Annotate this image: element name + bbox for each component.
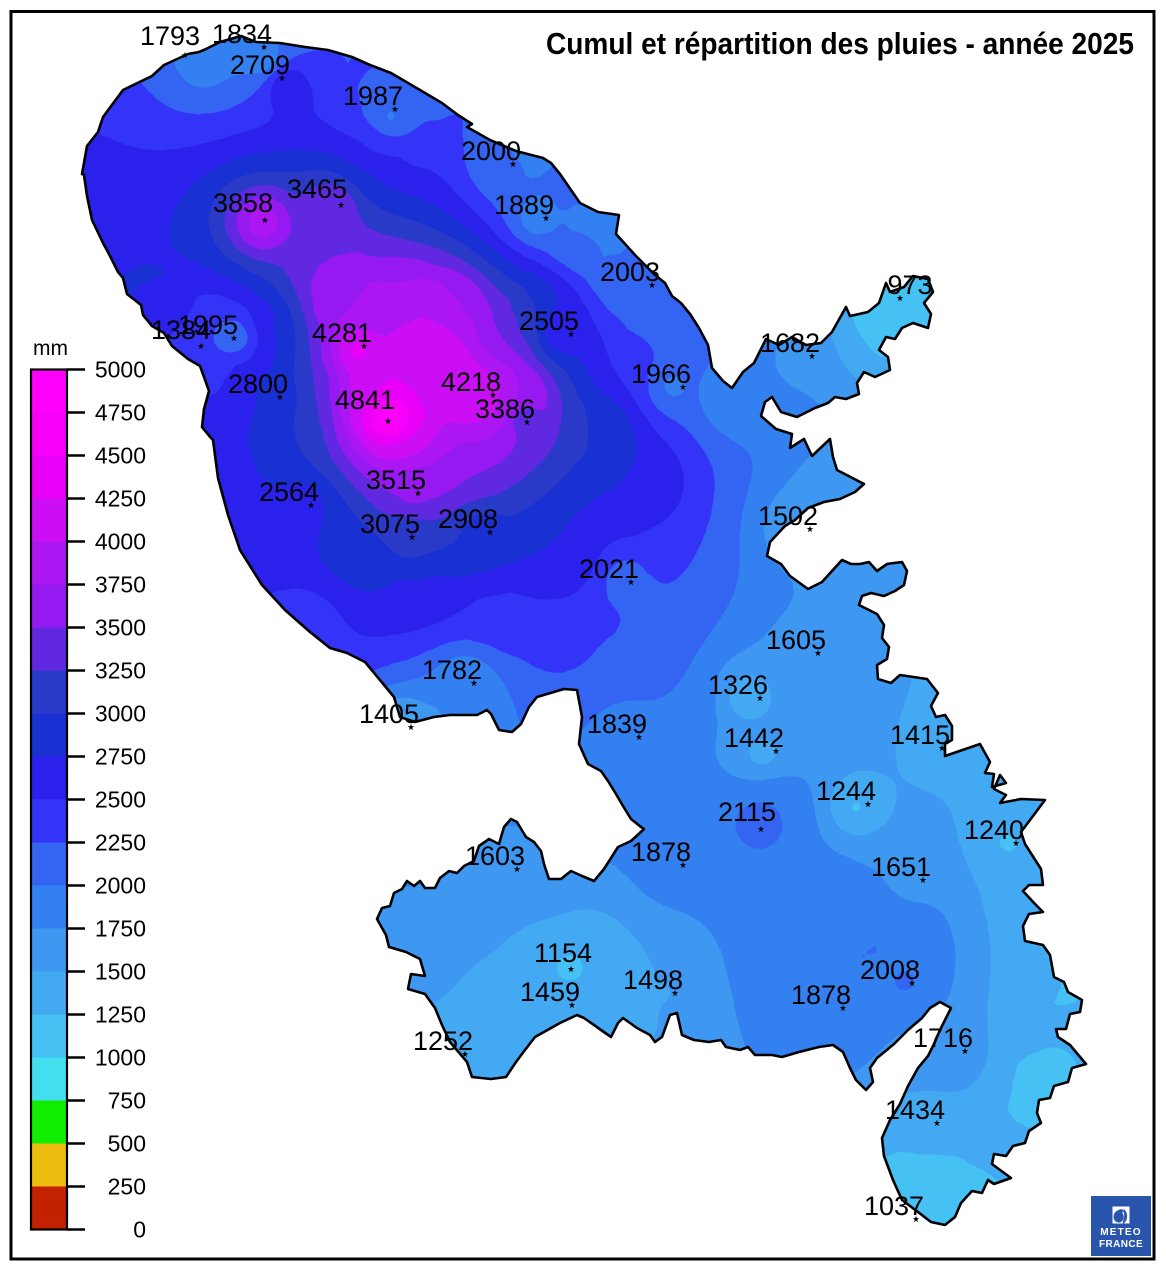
svg-text:4750: 4750 [95, 400, 146, 426]
svg-text:4250: 4250 [95, 486, 146, 512]
svg-text:2750: 2750 [95, 744, 146, 770]
svg-text:1834: 1834 [212, 19, 272, 49]
svg-text:1240: 1240 [964, 815, 1024, 845]
svg-text:2800: 2800 [228, 369, 288, 399]
svg-text:2115: 2115 [718, 797, 776, 827]
svg-text:2003: 2003 [600, 257, 660, 287]
svg-text:METEO: METEO [1100, 1227, 1142, 1238]
svg-text:4500: 4500 [95, 443, 146, 469]
svg-text:1987: 1987 [343, 81, 403, 111]
svg-text:1000: 1000 [95, 1045, 146, 1071]
svg-text:2000: 2000 [461, 136, 521, 166]
svg-text:0: 0 [133, 1217, 146, 1243]
svg-text:3250: 3250 [95, 658, 146, 684]
svg-text:Cumul et répartition des pluie: Cumul et répartition des pluies - année … [546, 26, 1134, 61]
svg-text:1154: 1154 [534, 938, 592, 968]
svg-text:2908: 2908 [438, 504, 498, 534]
svg-text:FRANCE: FRANCE [1099, 1239, 1143, 1250]
svg-text:1498: 1498 [623, 965, 683, 995]
svg-text:1839: 1839 [587, 709, 647, 739]
svg-text:1966: 1966 [631, 359, 691, 389]
svg-text:2505: 2505 [519, 306, 579, 336]
svg-text:500: 500 [108, 1131, 146, 1157]
svg-text:2250: 2250 [95, 830, 146, 856]
svg-text:3000: 3000 [95, 701, 146, 727]
svg-text:1037: 1037 [864, 1191, 924, 1221]
svg-text:1384: 1384 [151, 315, 211, 345]
svg-text:2500: 2500 [95, 787, 146, 813]
svg-text:3465: 3465 [287, 174, 347, 204]
svg-text:1603: 1603 [465, 841, 525, 871]
svg-text:2008: 2008 [860, 955, 920, 985]
svg-text:1502: 1502 [758, 501, 818, 531]
svg-text:1878: 1878 [631, 837, 691, 867]
svg-text:1415: 1415 [890, 720, 950, 750]
svg-text:1442: 1442 [724, 723, 784, 753]
svg-text:mm: mm [33, 337, 68, 360]
svg-text:3500: 3500 [95, 615, 146, 641]
svg-text:1651: 1651 [871, 852, 931, 882]
svg-text:4841: 4841 [335, 385, 395, 415]
svg-text:1250: 1250 [95, 1002, 146, 1028]
svg-text:2000: 2000 [95, 873, 146, 899]
svg-text:750: 750 [108, 1088, 146, 1114]
svg-text:3386: 3386 [475, 394, 535, 424]
svg-text:1995: 1995 [178, 310, 238, 340]
svg-text:2709: 2709 [230, 50, 290, 80]
svg-text:1716: 1716 [913, 1023, 973, 1053]
svg-text:1793: 1793 [140, 21, 200, 51]
svg-text:4281: 4281 [312, 318, 372, 348]
svg-text:3075: 3075 [360, 509, 420, 539]
svg-text:973: 973 [887, 270, 932, 300]
svg-text:1244: 1244 [816, 776, 876, 806]
svg-text:1459: 1459 [520, 977, 580, 1007]
svg-text:1605: 1605 [766, 625, 826, 655]
svg-text:4218: 4218 [441, 367, 501, 397]
svg-text:250: 250 [108, 1174, 146, 1200]
svg-text:1878: 1878 [791, 980, 851, 1010]
svg-text:1682: 1682 [760, 328, 820, 358]
svg-text:1405: 1405 [359, 699, 419, 729]
svg-text:1434: 1434 [885, 1095, 945, 1125]
svg-text:1326: 1326 [708, 670, 768, 700]
svg-text:5000: 5000 [95, 357, 146, 383]
svg-text:4000: 4000 [95, 529, 146, 555]
svg-text:1500: 1500 [95, 959, 146, 985]
svg-text:3858: 3858 [213, 188, 273, 218]
svg-text:1782: 1782 [422, 655, 482, 685]
svg-text:2021: 2021 [579, 554, 639, 584]
svg-text:3515: 3515 [366, 465, 426, 495]
svg-text:2564: 2564 [259, 477, 319, 507]
svg-text:1252: 1252 [413, 1026, 473, 1056]
svg-text:1750: 1750 [95, 916, 146, 942]
svg-text:3750: 3750 [95, 572, 146, 598]
svg-text:1889: 1889 [494, 190, 554, 220]
